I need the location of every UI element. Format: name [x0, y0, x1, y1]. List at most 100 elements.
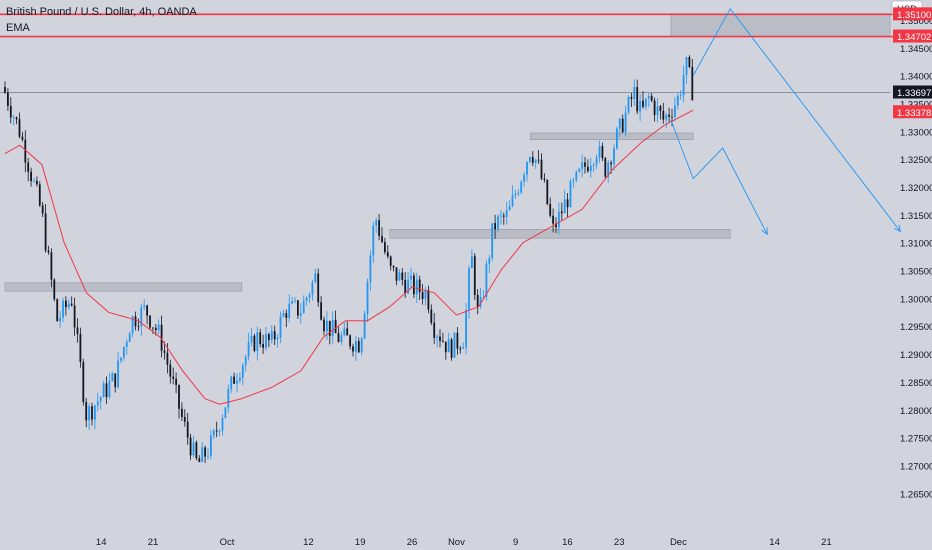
time-axis: 14 21 Oct 12 19 26 Nov 9 16 23 Dec 14 21: [96, 537, 832, 548]
candle-body: [340, 335, 343, 342]
price-badge: 1.34702: [893, 29, 932, 43]
price-tick-label: 1.34000: [900, 72, 932, 83]
candle-body: [320, 302, 322, 320]
time-tick-label: 26: [407, 537, 418, 548]
candle-body: [276, 337, 279, 340]
price-badge-bg: [893, 85, 932, 99]
time-tick-label: Oct: [220, 537, 235, 548]
price-tick-label: 1.27500: [900, 434, 932, 445]
candle-body: [665, 114, 668, 120]
candle-body: [317, 273, 320, 303]
price-tick-label: 1.35000: [900, 16, 932, 27]
candle-body: [381, 235, 383, 243]
candle-body: [41, 205, 44, 214]
candle-body: [299, 313, 302, 316]
candle-body: [9, 105, 12, 118]
candle-body: [308, 294, 311, 298]
candle-body: [114, 373, 117, 388]
candle-body: [302, 300, 305, 314]
price-tick-label: 1.30000: [900, 294, 932, 305]
time-tick-label: 14: [96, 537, 107, 548]
candle-body: [18, 119, 21, 137]
candle-body: [343, 328, 346, 336]
candle-body: [172, 376, 175, 379]
candle-body: [523, 174, 525, 182]
candle-body: [67, 303, 70, 308]
supply-demand-zone[interactable]: [389, 229, 731, 239]
supply-demand-zone[interactable]: [530, 132, 694, 140]
candle-body: [581, 162, 583, 169]
candle-body: [500, 215, 502, 217]
candle-body: [404, 280, 407, 294]
candle-body: [305, 297, 308, 301]
candle-body: [453, 332, 456, 358]
candle-body: [314, 273, 317, 283]
candle-body: [668, 114, 670, 117]
candle-body: [398, 272, 401, 281]
candle-body: [569, 180, 572, 208]
candle-body: [76, 327, 79, 335]
time-tick-label: 21: [148, 537, 159, 548]
candle-body: [563, 199, 566, 214]
candle-body: [587, 166, 589, 172]
candle-body: [601, 146, 604, 159]
time-tick-label: 16: [562, 537, 573, 548]
candle-body: [560, 211, 563, 214]
candle-body: [575, 171, 578, 181]
projection-line: [692, 7, 901, 232]
candle-body: [44, 213, 47, 251]
candle-body: [7, 92, 9, 106]
candle-body: [253, 335, 256, 351]
projection-path-1[interactable]: [692, 7, 902, 233]
candle-body: [439, 336, 441, 342]
candle-body: [558, 211, 560, 228]
candle-body: [659, 106, 662, 111]
candle-body: [386, 252, 389, 257]
candle-body: [511, 195, 514, 207]
candle-body: [624, 112, 627, 133]
price-tick-label: 1.28500: [900, 378, 932, 389]
candle-body: [297, 300, 299, 316]
time-tick-label: 14: [769, 537, 780, 548]
candle-body: [357, 341, 360, 353]
price-tick-label: 1.29000: [900, 350, 932, 361]
candle-body: [482, 296, 485, 298]
price-tick-label: 1.30500: [900, 267, 932, 278]
candle-body: [656, 106, 659, 116]
projection-arrowhead: [893, 224, 902, 233]
candle-body: [96, 401, 99, 406]
supply-demand-zone[interactable]: [670, 14, 891, 37]
candle-body: [212, 430, 215, 436]
candle-body: [131, 316, 134, 334]
candle-body: [85, 401, 88, 421]
candle-body: [268, 334, 270, 340]
candle-body: [645, 98, 647, 107]
candle-body: [33, 180, 35, 182]
candle-body: [531, 157, 534, 163]
candle-body: [401, 272, 404, 281]
candle-body: [546, 179, 549, 205]
candle-body: [117, 360, 119, 388]
candle-body: [123, 346, 125, 358]
candle-body: [627, 96, 630, 113]
candle-body: [154, 327, 157, 331]
candle-body: [201, 447, 204, 462]
candle-body: [424, 290, 427, 299]
candle-body: [91, 406, 93, 420]
candle-body: [157, 324, 160, 331]
projection-path-2[interactable]: [670, 120, 768, 236]
candle-body: [566, 199, 569, 208]
candle-body: [105, 383, 108, 397]
candle-body: [639, 100, 641, 112]
supply-demand-zone[interactable]: [4, 282, 243, 292]
candle-body: [450, 339, 453, 358]
candle-body: [502, 215, 505, 217]
price-tick-label: 1.33000: [900, 127, 932, 138]
ema-indicator-label: EMA: [6, 22, 30, 34]
candle-body: [12, 117, 15, 119]
candle-body: [230, 376, 233, 390]
candle-body: [674, 105, 676, 117]
candle-body: [15, 117, 18, 120]
